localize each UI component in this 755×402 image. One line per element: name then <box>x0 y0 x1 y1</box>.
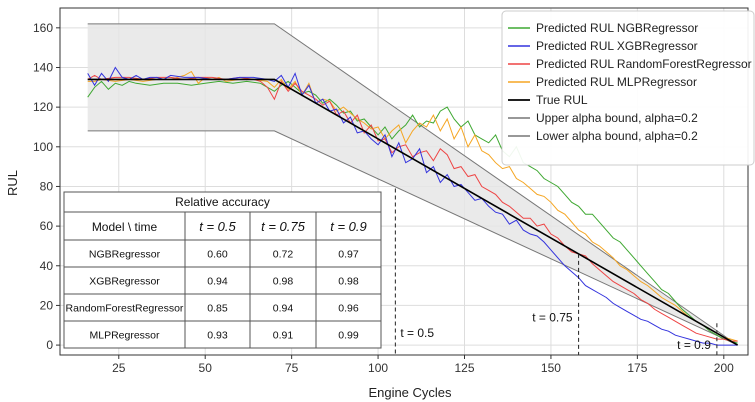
alpha-band <box>87 23 738 346</box>
series-line-lower-bound <box>87 130 738 346</box>
table-cell-value: 0.96 <box>338 303 359 315</box>
series-lines <box>87 23 738 346</box>
table-row-model: XGBRegressor <box>89 276 160 288</box>
y-tick-label: 0 <box>46 338 53 352</box>
series-line-mlpregressor <box>87 70 738 342</box>
y-tick-label: 140 <box>33 60 53 74</box>
y-tick-label: 60 <box>40 219 54 233</box>
y-tick-label: 120 <box>33 100 53 114</box>
table-row-model: NGBRegressor <box>89 249 161 261</box>
legend-entry: Predicted RUL NGBRegressor <box>536 21 698 35</box>
x-tick-label: 200 <box>714 361 734 375</box>
table-row-model: RandomForestRegressor <box>66 303 184 315</box>
axis-ticks: 25 50 75 100 125 150 175 200 0 20 40 60 80 100 120 140 1… <box>33 21 734 375</box>
series-line-randomforestregressor <box>87 74 738 342</box>
time-annotation: t = 0.5 <box>400 326 434 340</box>
table-cell-value: 0.91 <box>273 330 294 342</box>
table-frame <box>63 191 382 349</box>
y-tick-label: 40 <box>40 259 54 273</box>
table-cell-value: 0.99 <box>338 330 359 342</box>
table-title: Relative accuracy <box>175 195 270 209</box>
series-line-xgbregressor <box>87 66 738 346</box>
relative-accuracy-table: Relative accuracy Model \ time t = 0.5 t = … <box>63 191 382 349</box>
time-markers <box>394 188 718 355</box>
table-corner-header: Model \ time <box>92 220 158 234</box>
time-annotation: t = 0.9 <box>677 338 711 352</box>
legend-entry: True RUL <box>536 93 588 107</box>
plot-frame <box>59 7 749 356</box>
x-tick-label: 175 <box>627 361 647 375</box>
table-cell-value: 0.72 <box>273 249 294 261</box>
table-cell-value: 0.93 <box>207 330 228 342</box>
legend-entry: Upper alpha bound, alpha=0.2 <box>536 111 698 125</box>
annotations: t = 0.5 t = 0.75 t = 0.9 <box>400 310 711 352</box>
table-row-model: MLPRegressor <box>89 330 160 342</box>
legend-entry: Predicted RUL XGBRegressor <box>536 39 698 53</box>
table-cell-value: 0.94 <box>273 303 294 315</box>
y-tick-label: 20 <box>40 298 54 312</box>
legend: Predicted RUL NGBRegressor Predicted RUL … <box>501 10 755 166</box>
x-tick-label: 75 <box>285 361 299 375</box>
table-cell-value: 0.94 <box>207 276 228 288</box>
table-cell-value: 0.60 <box>207 249 228 261</box>
series-line-true-rul <box>87 78 738 346</box>
table-column-header: t = 0.75 <box>261 219 305 234</box>
x-tick-label: 100 <box>368 361 388 375</box>
y-tick-label: 100 <box>33 140 53 154</box>
table-column-header: t = 0.9 <box>330 219 367 234</box>
y-tick-label: 160 <box>33 21 53 35</box>
legend-entry: Predicted RUL RandomForestRegressor <box>536 57 752 71</box>
table-cell-value: 0.98 <box>338 276 359 288</box>
legend-box <box>501 10 755 166</box>
y-tick-label: 80 <box>40 179 54 193</box>
table-cell-value: 0.97 <box>338 249 359 261</box>
x-axis-label: Engine Cycles <box>368 385 452 400</box>
table-column-header: t = 0.5 <box>199 219 236 234</box>
table-cell-value: 0.98 <box>273 276 294 288</box>
x-tick-label: 25 <box>112 361 126 375</box>
x-tick-label: 125 <box>454 361 474 375</box>
series-line-ngbregressor <box>87 80 738 344</box>
legend-entry: Lower alpha bound, alpha=0.2 <box>536 129 698 143</box>
time-annotation: t = 0.75 <box>532 310 573 324</box>
series-line-upper-bound <box>87 23 738 346</box>
y-axis-label: RUL <box>5 170 20 196</box>
legend-entry: Predicted RUL MLPRegressor <box>536 75 697 89</box>
alpha-band-fill <box>87 23 738 346</box>
table-cell-value: 0.85 <box>207 303 228 315</box>
x-tick-label: 50 <box>199 361 213 375</box>
x-tick-label: 150 <box>541 361 561 375</box>
